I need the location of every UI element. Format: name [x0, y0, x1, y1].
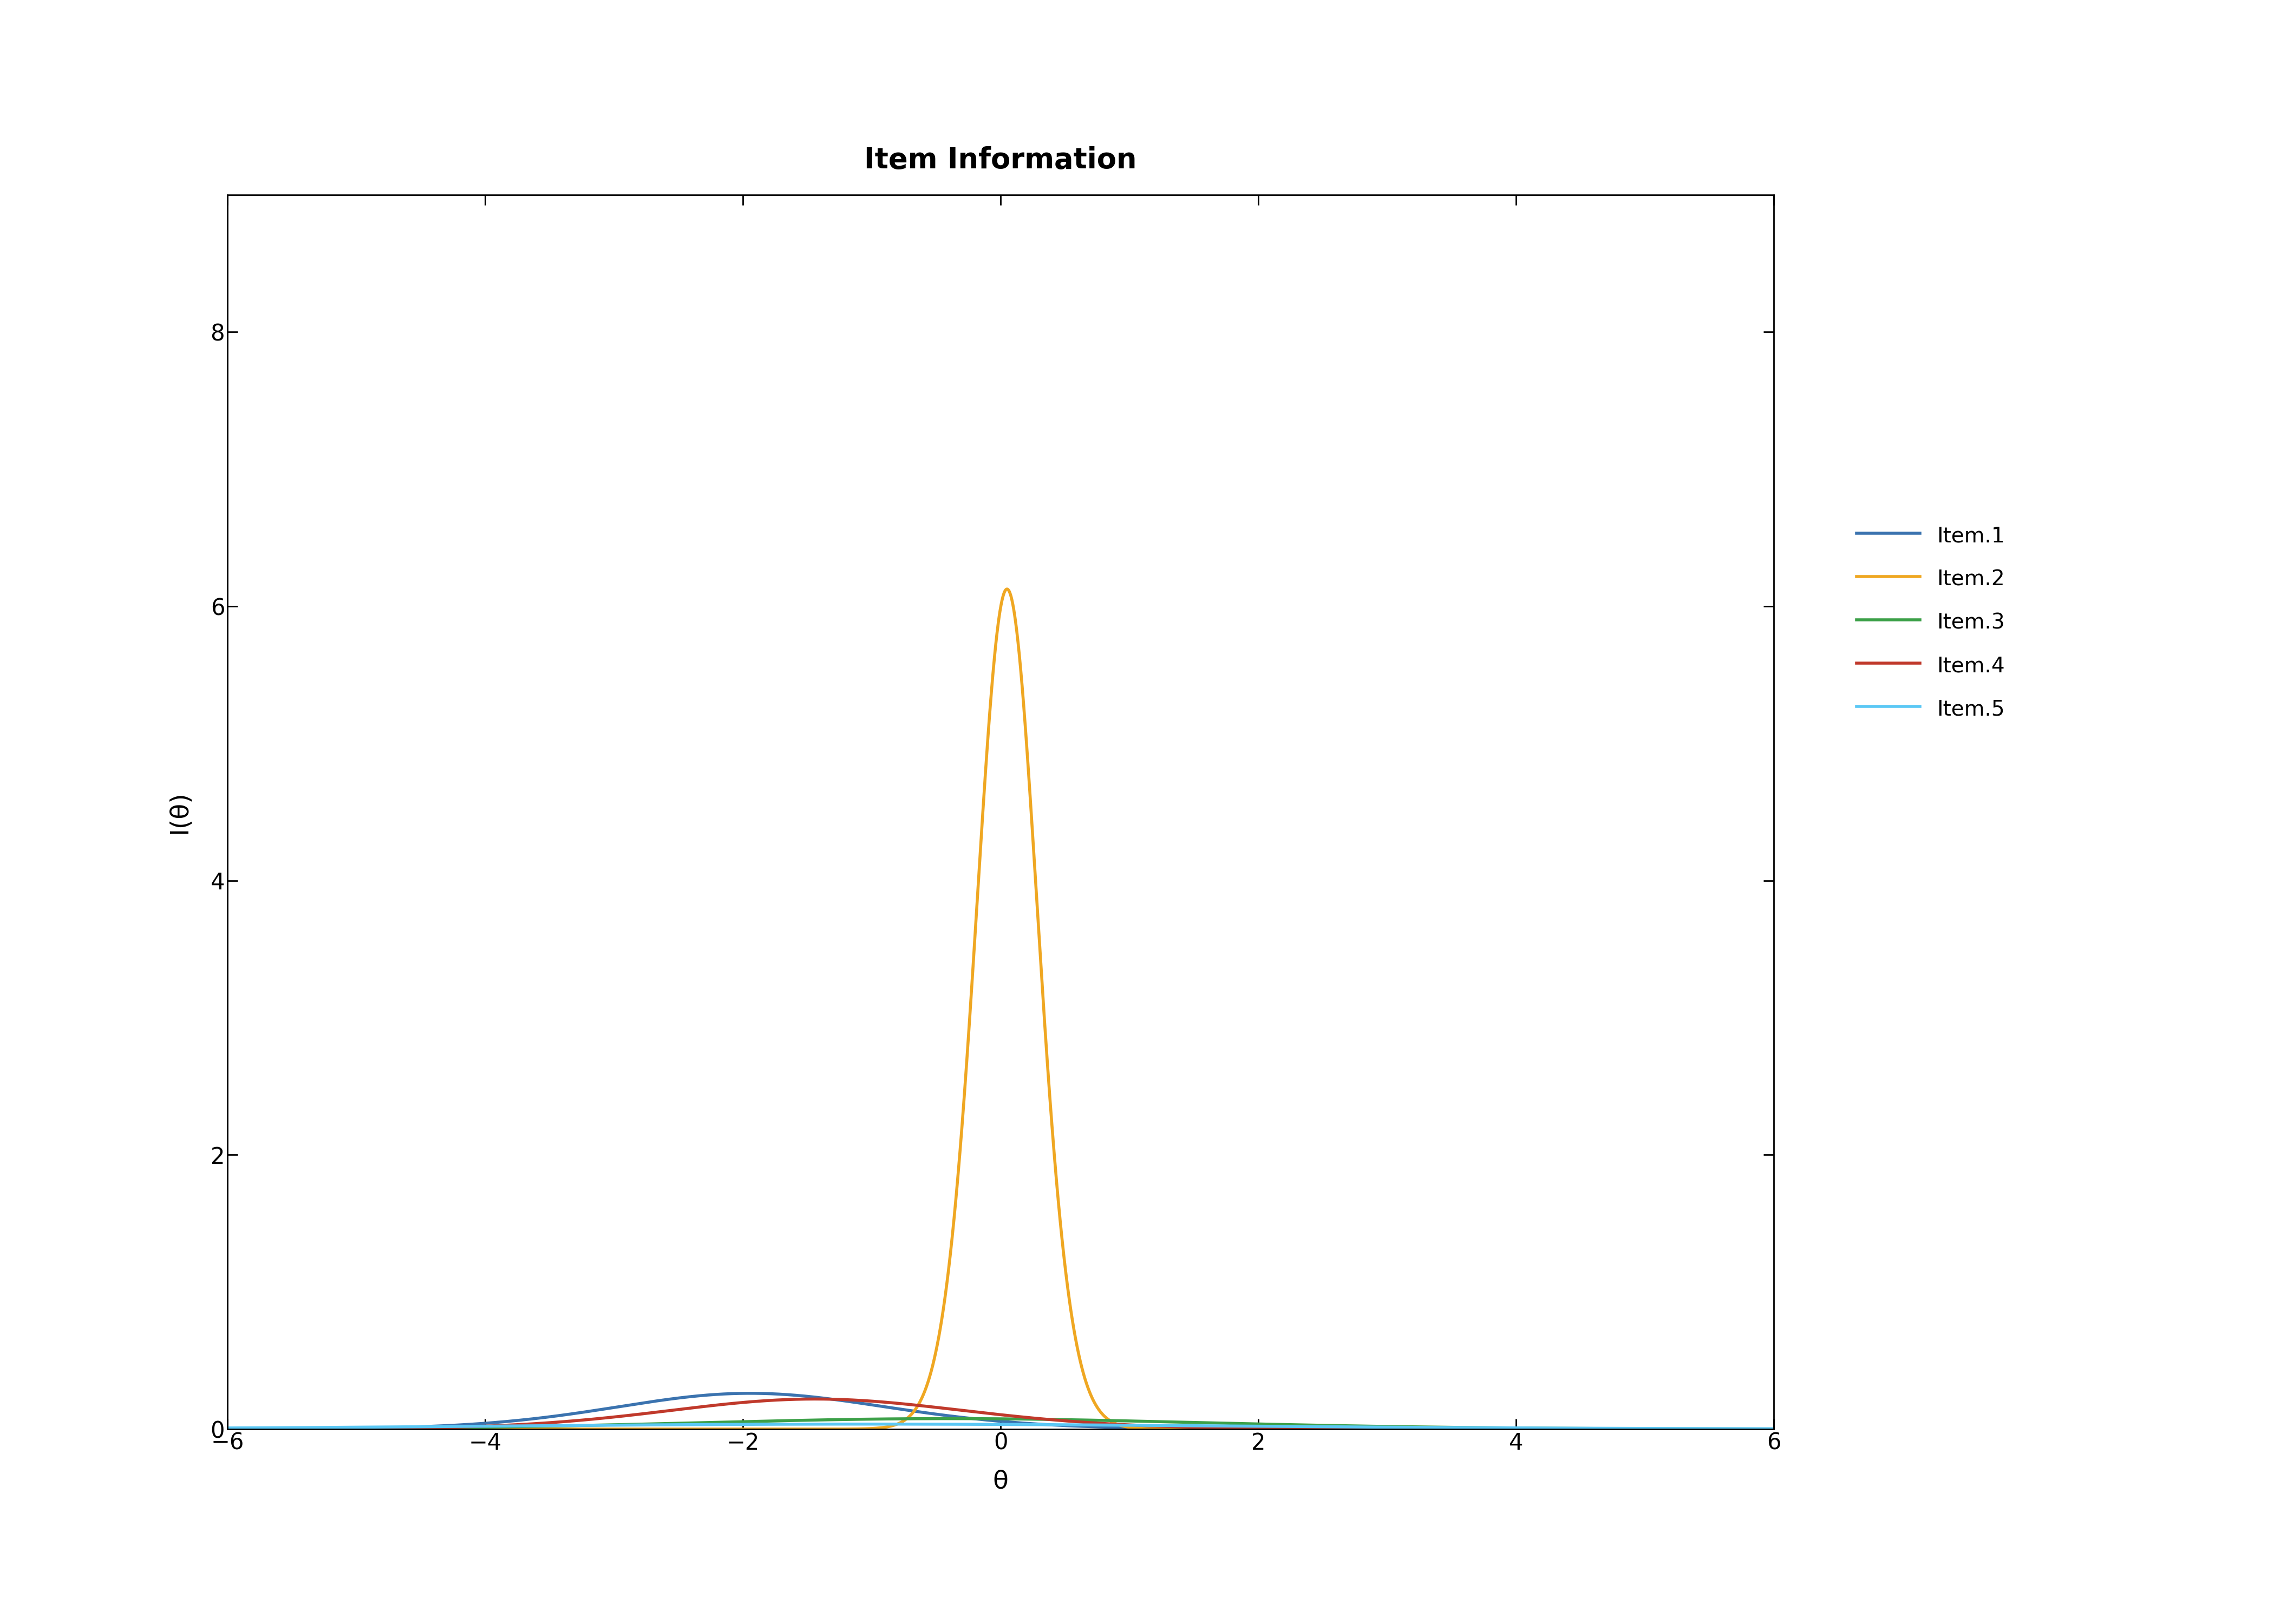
Item.4 [1219, 1418, 1246, 1437]
Item.3 [805, 1410, 832, 1429]
Item.4 [496, 1416, 523, 1436]
Item.1 [1142, 1418, 1169, 1437]
Item.4 [1142, 1416, 1169, 1436]
Line: Item.1: Item.1 [227, 1393, 1774, 1429]
Item.3 [1369, 1416, 1396, 1436]
Item.2 [994, 580, 1021, 599]
Item.5 [214, 1418, 241, 1437]
Item.2 [805, 1419, 832, 1439]
Item.5 [1760, 1419, 1787, 1439]
Item.2 [1760, 1419, 1787, 1439]
Item.1 [737, 1384, 764, 1403]
Item.2 [214, 1419, 241, 1439]
Item.2 [1142, 1419, 1169, 1439]
Item.5 [496, 1416, 523, 1436]
Item.4 [805, 1389, 832, 1408]
Item.5 [1219, 1416, 1246, 1436]
Item.1 [214, 1419, 241, 1439]
Item.3 [214, 1419, 241, 1439]
Item.2 [1485, 1419, 1512, 1439]
Line: Item.3: Item.3 [227, 1419, 1774, 1429]
Item.4 [214, 1419, 241, 1439]
Y-axis label: I(θ): I(θ) [168, 791, 191, 833]
Item.3 [1219, 1413, 1246, 1432]
Item.1 [805, 1389, 832, 1408]
Item.2 [496, 1419, 523, 1439]
Line: Item.4: Item.4 [227, 1398, 1774, 1429]
Line: Item.5: Item.5 [227, 1424, 1774, 1429]
Item.2 [1369, 1419, 1396, 1439]
Item.1 [1485, 1419, 1512, 1439]
Item.1 [1369, 1419, 1396, 1439]
Item.5 [1369, 1418, 1396, 1437]
Item.4 [1485, 1419, 1512, 1439]
Item.3 [1760, 1419, 1787, 1439]
Item.4 [1760, 1419, 1787, 1439]
Line: Item.2: Item.2 [227, 590, 1774, 1429]
Item.4 [1369, 1419, 1396, 1439]
Item.1 [1219, 1419, 1246, 1439]
X-axis label: θ: θ [994, 1470, 1007, 1494]
Item.3 [496, 1418, 523, 1437]
Item.5 [1485, 1418, 1512, 1437]
Item.1 [496, 1411, 523, 1431]
Item.3 [935, 1410, 962, 1429]
Item.1 [1760, 1419, 1787, 1439]
Title: Item Information: Item Information [864, 146, 1137, 174]
Item.4 [800, 1389, 828, 1408]
Item.5 [850, 1415, 878, 1434]
Item.5 [1142, 1416, 1169, 1436]
Item.3 [1142, 1411, 1169, 1431]
Item.2 [1219, 1419, 1246, 1439]
Item.3 [1485, 1418, 1512, 1437]
Item.5 [805, 1415, 832, 1434]
Legend: Item.1, Item.2, Item.3, Item.4, Item.5: Item.1, Item.2, Item.3, Item.4, Item.5 [1846, 513, 2015, 731]
